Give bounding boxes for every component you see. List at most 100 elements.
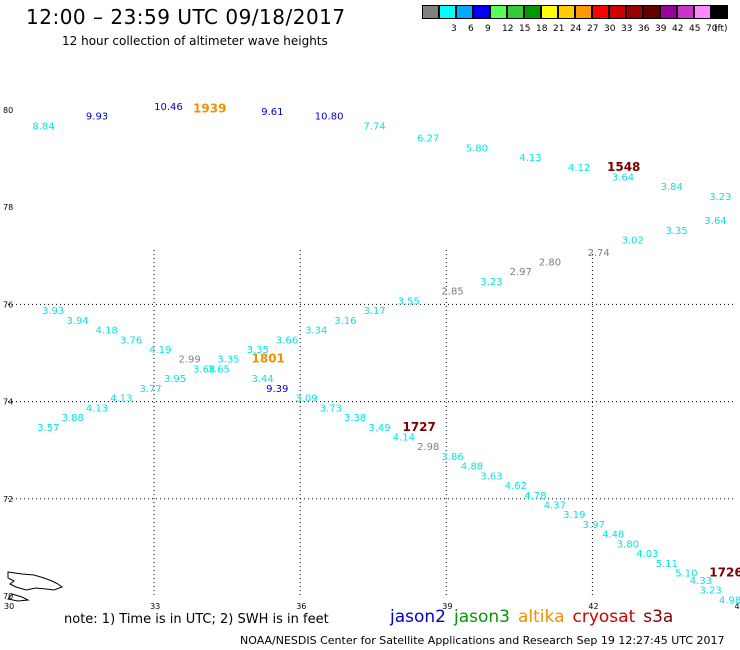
wave-height-label: 9.93 [86, 112, 108, 123]
legend-swatch [439, 5, 456, 19]
satellite-key: jason2 jason3 altika cryosat s3a [390, 607, 681, 627]
legend-swatch [609, 5, 626, 19]
legend-label: 45 [689, 24, 701, 34]
wave-height-label: 9.39 [266, 384, 288, 395]
wave-height-label: 3.94 [66, 316, 88, 327]
wave-height-label: 4.13 [519, 153, 541, 164]
lon-tick-label: 33 [150, 602, 160, 611]
legend-label: 27 [587, 24, 599, 34]
satellite-name: jason3 [454, 607, 510, 627]
wave-height-label: 3.16 [334, 316, 356, 327]
wave-height-label: 3.55 [398, 296, 420, 307]
wave-height-label: 3.63 [480, 471, 502, 482]
coastline [7, 571, 64, 602]
lon-tick-label: 30 [4, 602, 14, 611]
wave-height-label: 2.74 [588, 248, 610, 259]
wave-height-label: 2.99 [178, 355, 200, 366]
credit-line: NOAA/NESDIS Center for Satellite Applica… [240, 634, 725, 647]
lat-tick-label: 80 [3, 106, 13, 115]
lat-tick-label: 70 [3, 592, 13, 601]
legend-unit: (ft) [714, 24, 728, 34]
map-grid [8, 250, 735, 596]
wave-height-label: 3.64 [612, 172, 634, 183]
map-title: 12:00 – 23:59 UTC 09/18/2017 [26, 5, 346, 29]
legend-swatch [422, 5, 439, 19]
legend-swatch [643, 5, 660, 19]
satellite-name: jason2 [390, 607, 446, 627]
wave-height-label: 2.97 [510, 267, 532, 278]
legend-label: 42 [672, 24, 684, 34]
wave-height-label: 4.19 [149, 345, 171, 356]
map-subtitle: 12 hour collection of altimeter wave hei… [62, 34, 328, 48]
wave-height-label: 3.88 [62, 413, 84, 424]
wave-height-label: 3.97 [583, 520, 605, 531]
legend-swatch [660, 5, 677, 19]
legend-label: 15 [519, 24, 531, 34]
axis-labels: 70 72 74 76 78 80 30 33 36 39 42 45 [3, 106, 740, 611]
wave-height-label: 3.76 [120, 335, 142, 346]
time-label: 1726 [709, 566, 740, 580]
wave-height-label: 8.84 [32, 121, 54, 132]
legend-label: 18 [536, 24, 548, 34]
wave-height-label: 4.18 [96, 326, 118, 337]
time-label: 1939 [193, 101, 226, 115]
lat-tick-label: 76 [3, 300, 13, 309]
wave-height-label: 2.85 [441, 287, 463, 298]
satellite-name: cryosat [572, 607, 636, 627]
units-note: note: 1) Time is in UTC; 2) SWH is in fe… [64, 612, 329, 627]
wave-height-label: 3.02 [622, 236, 644, 247]
satellite-name: altika [518, 607, 565, 627]
legend-swatch [626, 5, 643, 19]
wave-height-label: 3.35 [665, 226, 687, 237]
wave-height-label: 4.48 [602, 530, 624, 541]
wave-height-label: 5.10 [675, 569, 697, 580]
satellite-name: s3a [643, 607, 674, 627]
wave-height-label: 6.27 [417, 134, 439, 145]
wave-height-label: 3.23 [709, 192, 731, 203]
wave-height-label: 3.49 [368, 423, 390, 434]
wave-height-label: 9.61 [261, 107, 283, 118]
legend-label: 33 [621, 24, 633, 34]
legend-swatch [575, 5, 592, 19]
wave-height-label: 3.86 [441, 452, 463, 463]
lon-tick-label: 36 [296, 602, 306, 611]
lat-tick-label: 72 [3, 495, 13, 504]
legend-swatch [490, 5, 507, 19]
time-label: 1727 [402, 420, 435, 434]
wave-height-label: 5.80 [466, 143, 488, 154]
legend-swatch [677, 5, 694, 19]
legend-swatch [711, 5, 728, 19]
wave-height-label: 4.33 [690, 576, 712, 587]
time-label: 1548 [607, 160, 640, 174]
wave-height-label: 10.46 [154, 102, 183, 113]
legend-label: 30 [604, 24, 616, 34]
wave-height-label: 4.12 [568, 163, 590, 174]
legend-swatch [456, 5, 473, 19]
wave-height-label: 4.62 [505, 481, 527, 492]
wave-height-label: 3.77 [139, 384, 161, 395]
wave-height-label: 4.98 [719, 595, 740, 606]
wave-height-label: 4.03 [636, 549, 658, 560]
legend-swatch [541, 5, 558, 19]
wave-height-label: 3.57 [37, 423, 59, 434]
legend-label: 70 [706, 24, 718, 34]
lat-tick-label: 78 [3, 203, 13, 212]
legend-label: 6 [468, 24, 474, 34]
wave-height-label: 3.73 [320, 403, 342, 414]
wave-height-label: 3.23 [700, 586, 722, 597]
wave-height-label: 7.74 [364, 121, 386, 132]
legend-label: 9 [485, 24, 491, 34]
wave-height-label: 3.23 [480, 277, 502, 288]
wave-height-label: 3.80 [617, 539, 639, 550]
wave-height-label: 3.19 [563, 510, 585, 521]
wave-height-label: 3.93 [42, 306, 64, 317]
wave-height-label: 3.38 [344, 413, 366, 424]
wave-height-label: 4.78 [524, 491, 546, 502]
time-label: 1801 [252, 352, 285, 366]
wave-height-label: 3.66 [276, 335, 298, 346]
lon-tick-label: 39 [442, 602, 452, 611]
lon-tick-label: 42 [588, 602, 598, 611]
wave-height-label: 3.34 [305, 326, 327, 337]
wave-height-label: 3.95 [164, 374, 186, 385]
